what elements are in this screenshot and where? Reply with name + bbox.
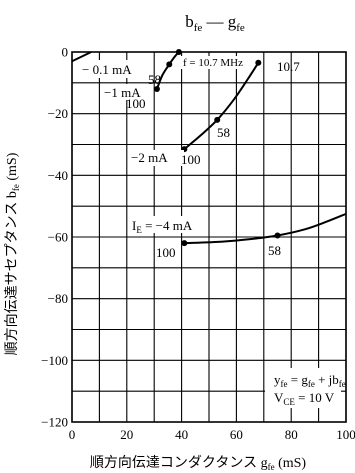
plot-frame: [71, 51, 347, 423]
x-tick-label: 80: [285, 427, 298, 442]
series-marker: [153, 86, 160, 92]
series-marker: [181, 240, 188, 247]
label-cur-2: −2 mA: [131, 150, 168, 165]
label-cur-1: −1 mA: [104, 85, 141, 100]
x-tick-label: 0: [69, 427, 76, 442]
label-cur-01: − 0.1 mA: [82, 62, 132, 77]
label-cur-4-100: 100: [156, 245, 176, 260]
label-bg-freq: [181, 56, 251, 69]
x-tick-labels: 0 20 40 60 80 100: [69, 427, 355, 442]
label-bg-cur-2: [128, 150, 184, 166]
series-marker: [214, 116, 221, 123]
label-freq: f = 10.7 MHz: [183, 57, 243, 69]
x-tick-label: 20: [120, 427, 133, 442]
label-cur-4: IE = −4 mA: [132, 218, 193, 235]
x-axis-label: 順方向伝達コンダクタンス gfe (mS): [90, 455, 307, 472]
y-tick-label: −60: [48, 230, 68, 245]
conditions-line-2: VCE = 10 V: [274, 390, 335, 407]
label-cur-1-100: 100: [126, 96, 146, 111]
series-line: [183, 62, 260, 150]
y-tick-label: −120: [41, 415, 68, 430]
x-tick-label: 40: [175, 427, 188, 442]
y-tick-label: 0: [62, 45, 69, 60]
x-tick-label: 60: [230, 427, 243, 442]
y-tick-label: −40: [48, 168, 68, 183]
label-bg-cur-4: [130, 216, 204, 233]
y-tick-label: −80: [48, 291, 68, 306]
label-cur-2-100: 100: [181, 152, 201, 167]
conditions-line-1: yfe = gfe + jbfe: [274, 372, 346, 389]
label-cur-2-58: 58: [217, 125, 230, 140]
series-marker: [166, 61, 173, 68]
series-group: [71, 49, 347, 247]
label-bg-cur-01: [78, 60, 138, 78]
series-marker: [255, 59, 262, 66]
series-marker: [274, 232, 281, 239]
series-marker: [175, 49, 182, 55]
y-tick-label: −100: [41, 353, 68, 368]
label-bg-cur-1: [102, 84, 150, 100]
y-tick-labels: 0 −20 −40 −60 −80 −100 −120: [41, 45, 68, 430]
label-cur-1-58: 58: [148, 72, 161, 87]
x-tick-label: 100: [336, 427, 355, 442]
label-cur-4-58: 58: [268, 243, 281, 258]
grid: [71, 51, 347, 423]
series-line: [71, 51, 92, 63]
y-axis-label: 順方向伝達サセプタンス bfe (mS): [4, 152, 21, 355]
label-freq-val: 10.7: [277, 59, 300, 74]
chart-title: bfe — gfe: [185, 12, 245, 34]
conditions-box: [265, 368, 341, 408]
y-tick-label: −20: [48, 106, 68, 121]
